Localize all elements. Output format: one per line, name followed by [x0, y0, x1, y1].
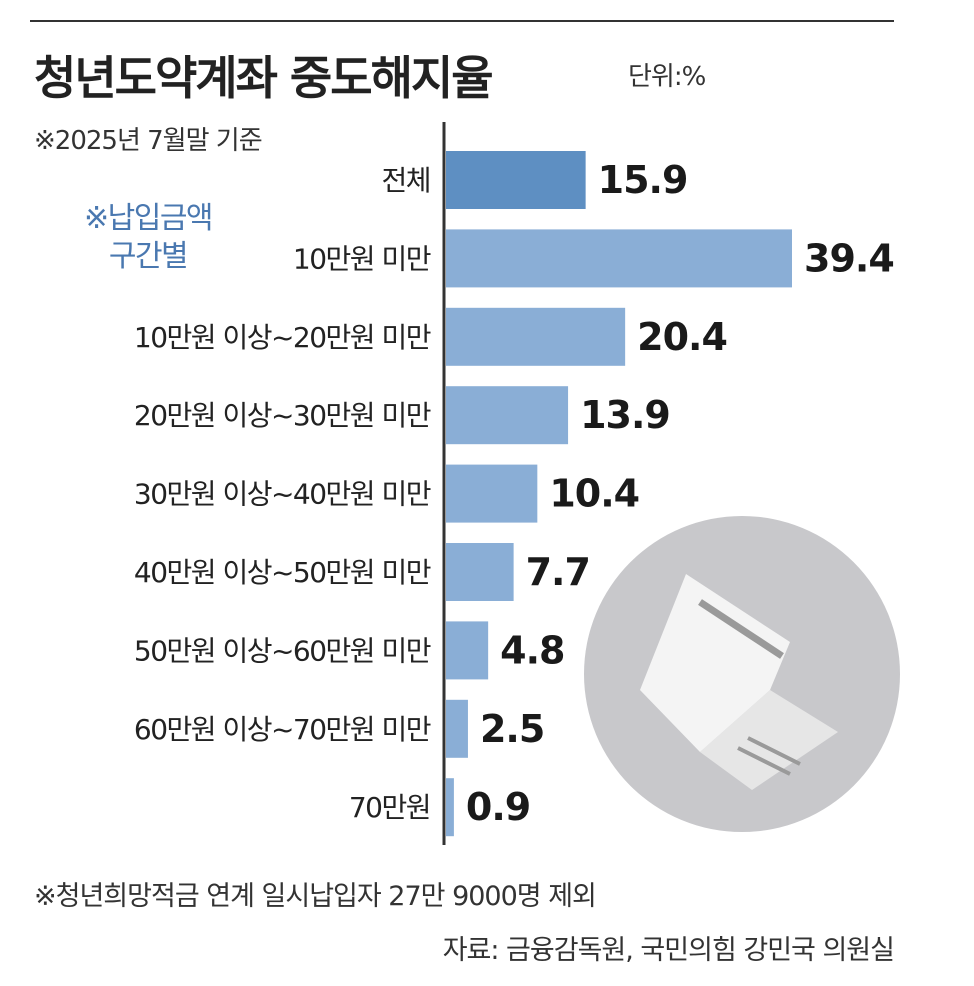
bar-3 [446, 386, 569, 445]
value-label-6: 4.8 [500, 628, 564, 672]
category-label-8: 70만원 [349, 791, 430, 824]
bar-5 [446, 543, 514, 601]
value-label-3: 13.9 [580, 393, 670, 437]
value-label-0: 15.9 [598, 158, 688, 202]
category-label-5: 40만원 이상~50만원 미만 [134, 556, 431, 589]
group-note: ※납입금액 구간별 [84, 200, 214, 275]
bar-6 [446, 621, 489, 680]
value-label-8: 0.9 [466, 785, 530, 829]
basis-date-note: ※2025년 7월말 기준 [34, 126, 263, 156]
category-label-0: 전체 [381, 164, 430, 197]
top-rule [30, 20, 894, 22]
bar-7 [446, 699, 468, 758]
value-label-2: 20.4 [637, 315, 727, 359]
bar-1 [446, 229, 792, 288]
value-label-1: 39.4 [804, 236, 894, 280]
unit-label: 단위:% [628, 62, 706, 92]
category-label-2: 10만원 이상~20만원 미만 [134, 321, 431, 354]
value-label-5: 7.7 [526, 550, 590, 594]
bar-0 [446, 151, 586, 209]
bar-8 [446, 778, 454, 837]
bar-2 [446, 307, 626, 366]
value-label-7: 2.5 [480, 707, 544, 751]
source-note: 자료: 금융감독원, 국민의힘 강민국 의원실 [442, 935, 895, 966]
card-icon [640, 574, 838, 790]
bars-layer: 전체 15.9 10만원 미만 39.4 10만원 이상~20만원 미만 20.4 20만원… [134, 151, 895, 837]
group-note-line-1: ※납입금액 [84, 201, 214, 236]
chart-title: 청년도약계좌 중도해지율 [34, 51, 494, 105]
category-label-3: 20만원 이상~30만원 미만 [134, 399, 431, 432]
category-label-4: 30만원 이상~40만원 미만 [134, 478, 431, 511]
footnote: ※청년희망적금 연계 일시납입자 27만 9000명 제외 [34, 881, 597, 912]
bar-4 [446, 464, 538, 523]
value-label-4: 10.4 [549, 472, 639, 516]
card-illustration [584, 516, 900, 832]
category-label-7: 60만원 이상~70만원 미만 [134, 713, 431, 746]
group-note-line-2: 구간별 [108, 238, 189, 274]
category-label-6: 50만원 이상~60만원 미만 [134, 634, 431, 667]
category-label-1: 10만원 미만 [293, 242, 431, 275]
